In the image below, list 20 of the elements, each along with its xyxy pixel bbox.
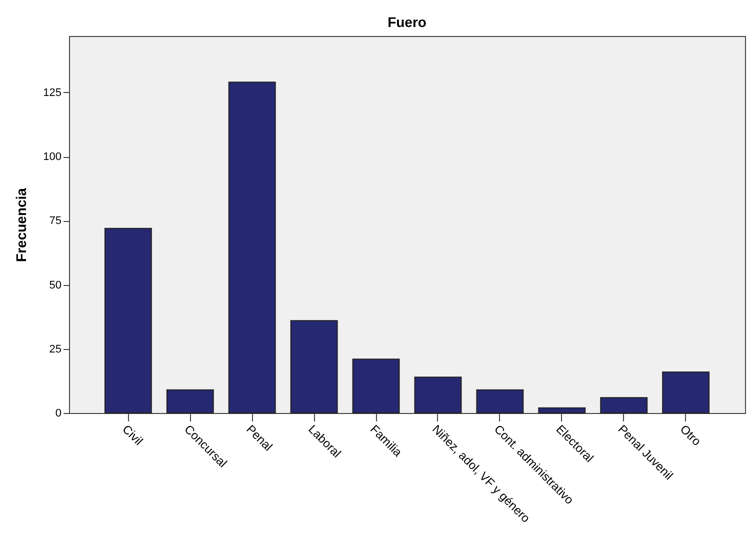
bar bbox=[662, 371, 710, 414]
x-tick-label: Otro bbox=[677, 422, 704, 449]
bar bbox=[600, 397, 648, 414]
bar bbox=[290, 320, 338, 414]
bar bbox=[166, 389, 214, 414]
bar bbox=[414, 376, 462, 414]
y-tick-label: 0 bbox=[55, 408, 62, 420]
bar bbox=[352, 358, 400, 414]
y-axis-title: Frecuencia bbox=[13, 188, 30, 262]
y-tick-label: 100 bbox=[43, 151, 62, 164]
bar bbox=[476, 389, 524, 414]
y-tick-label: 25 bbox=[49, 343, 62, 356]
chart-title: Fuero bbox=[388, 14, 426, 30]
bar bbox=[538, 407, 586, 414]
y-tick-label: 50 bbox=[49, 279, 62, 292]
y-tick-label: 125 bbox=[43, 86, 62, 99]
x-tick-label: Civil bbox=[120, 422, 146, 448]
y-tick-label: 75 bbox=[49, 215, 62, 228]
bar bbox=[228, 82, 276, 414]
bar bbox=[104, 228, 152, 414]
